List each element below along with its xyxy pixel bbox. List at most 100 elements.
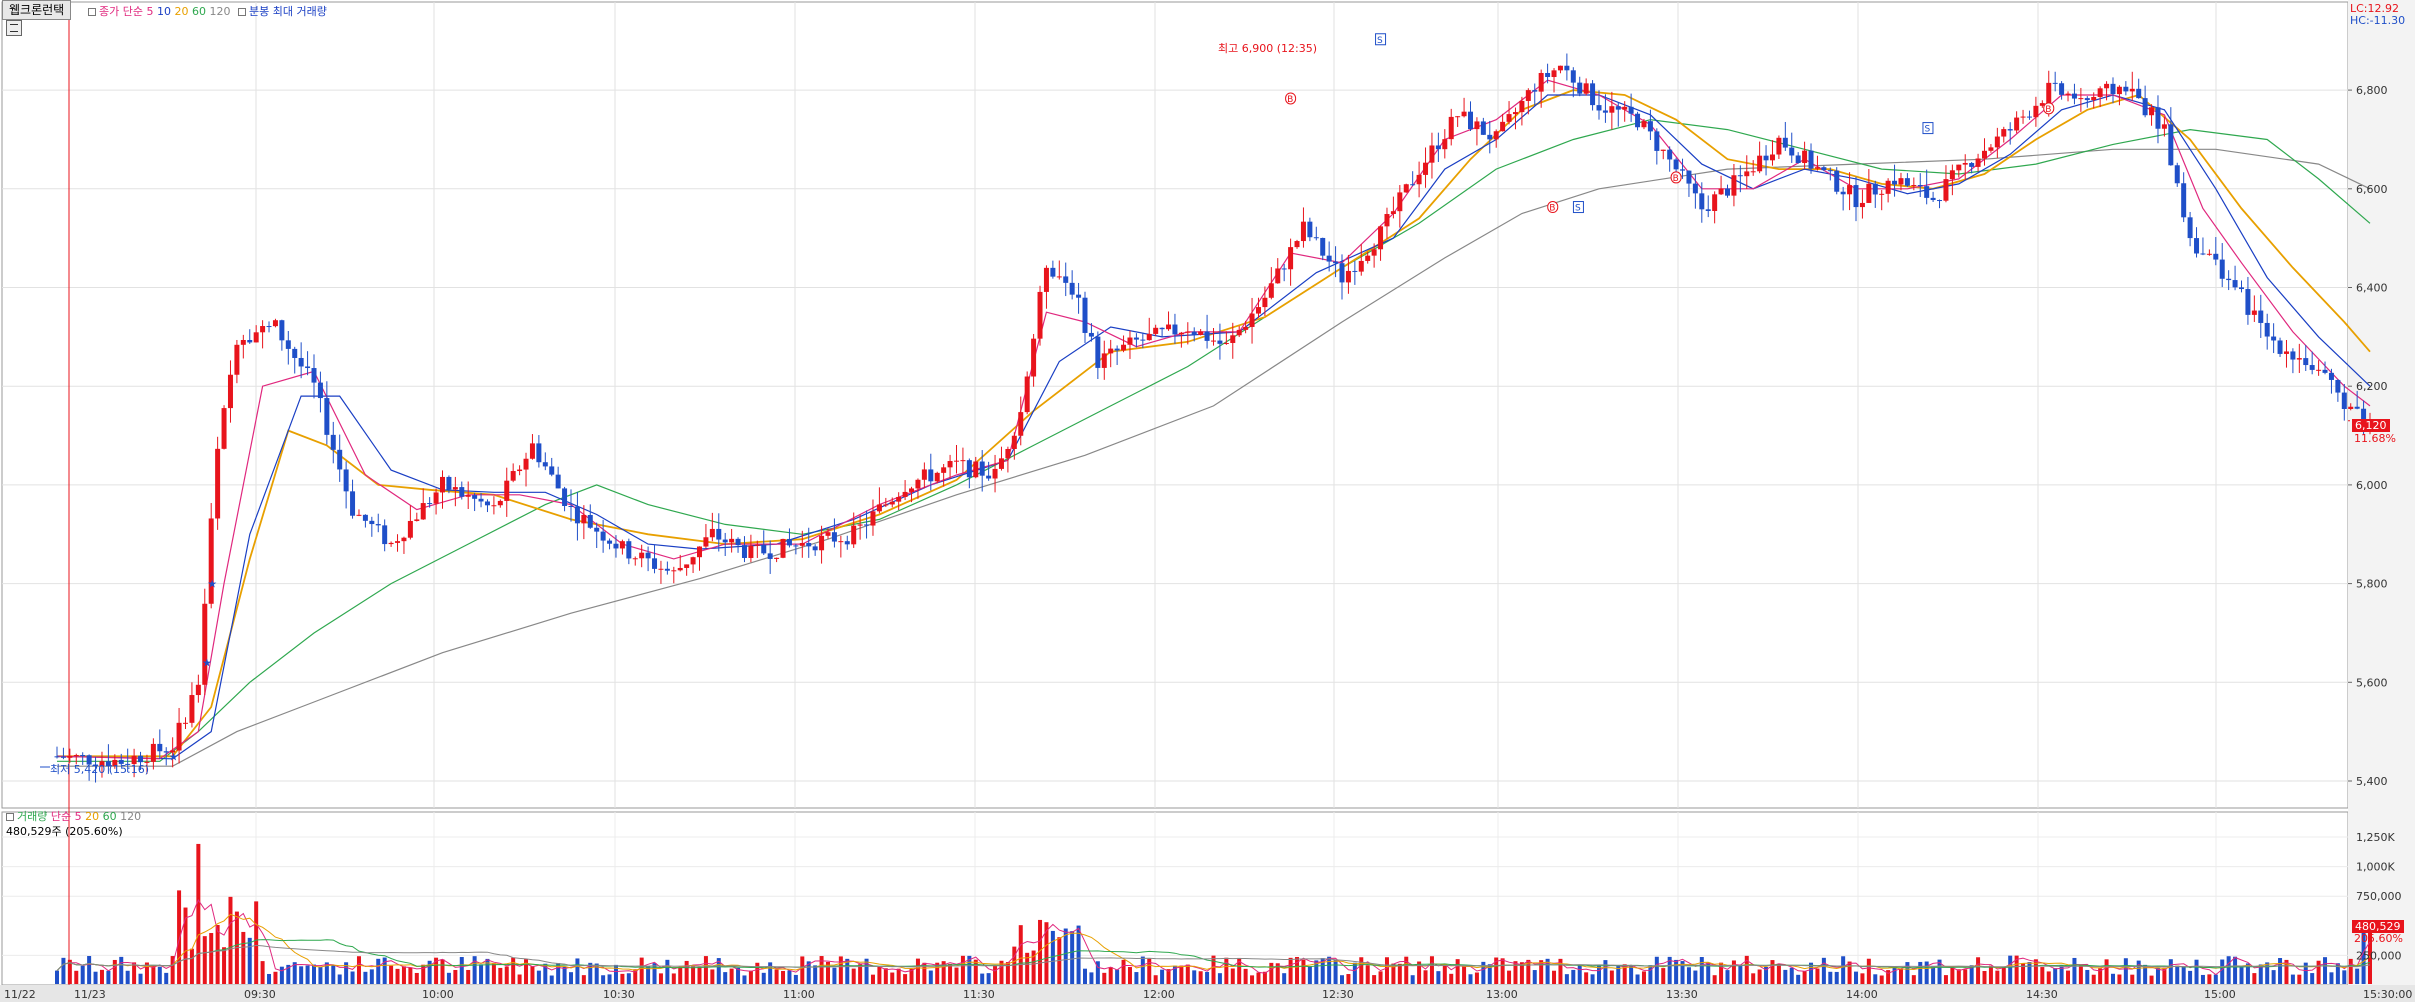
candle-body <box>452 487 458 490</box>
indicator-tab[interactable]: 웹크론런택 <box>2 0 72 20</box>
volume-bar <box>1776 963 1781 984</box>
volume-bar <box>2053 968 2058 984</box>
candle-body <box>979 461 985 476</box>
candle-body <box>1705 209 1711 212</box>
volume-bar <box>2361 928 2366 984</box>
candle-body <box>947 461 953 468</box>
candle-body <box>613 543 619 549</box>
candle-body <box>587 514 593 528</box>
volume-bar <box>1918 961 1923 984</box>
volume-bar <box>2284 959 2289 984</box>
candle-body <box>1712 194 1718 212</box>
volume-bar <box>1038 919 1043 984</box>
candle-body <box>1827 170 1833 172</box>
volume-bar <box>851 968 856 984</box>
candle-body <box>1538 72 1544 92</box>
volume-bar <box>536 970 541 984</box>
candle-body <box>1024 376 1030 413</box>
volume-bar <box>1365 965 1370 984</box>
volume-bar <box>164 972 169 984</box>
volume-bar <box>1988 965 1993 984</box>
volume-bar <box>318 966 323 984</box>
candle-body <box>401 537 407 542</box>
volume-bar <box>427 960 432 984</box>
volume-bar <box>2290 974 2295 984</box>
volume-bar <box>247 937 252 984</box>
volume-bar <box>466 969 471 984</box>
candle-body <box>2123 86 2129 92</box>
candle-body <box>652 558 658 569</box>
candle-body <box>1448 116 1454 140</box>
candle-body <box>2226 278 2232 281</box>
candle-body <box>504 480 510 501</box>
volume-bar <box>1391 963 1396 984</box>
volume-bar <box>1693 970 1698 984</box>
volume-bar <box>1969 965 1974 984</box>
candle-body <box>1525 90 1531 101</box>
signal-label: B <box>1549 204 1555 214</box>
candle-body <box>157 743 163 752</box>
candle-body <box>857 524 863 526</box>
volume-panel-frame <box>1 811 2349 986</box>
volume-bar <box>2303 962 2308 984</box>
volume-bar <box>1211 955 1216 984</box>
volume-bar <box>324 962 329 984</box>
volume-bar <box>658 973 663 984</box>
volume-bar <box>119 956 124 984</box>
volume-bar <box>1667 956 1672 984</box>
candle-body <box>1294 241 1300 248</box>
candle-body <box>2071 93 2077 99</box>
candle-body <box>60 756 66 758</box>
volume-bar <box>2207 974 2212 984</box>
candle-body <box>465 495 471 497</box>
volume-bar <box>1680 961 1685 984</box>
candle-body <box>1956 164 1962 171</box>
candle-body <box>729 538 735 543</box>
candle-body <box>555 474 561 489</box>
volume-bar <box>729 968 734 984</box>
volume-bar <box>1018 925 1023 984</box>
volume-bar <box>1873 974 1878 984</box>
candle-body <box>131 755 137 765</box>
candle-body <box>1769 154 1775 161</box>
volume-bar <box>1854 971 1858 984</box>
gear-icon[interactable] <box>6 20 22 36</box>
volume-bar <box>1340 975 1344 984</box>
volume-bar <box>2233 956 2238 984</box>
candle-body <box>176 722 182 751</box>
candle-body <box>1133 337 1139 340</box>
volume-bar <box>241 931 246 984</box>
candle-body <box>1313 237 1319 239</box>
candle-body <box>1930 197 1936 201</box>
candle-body <box>163 751 169 753</box>
volume-bar <box>395 968 400 984</box>
volume-bar <box>1307 966 1312 984</box>
volume-bar <box>2181 966 2186 984</box>
candle-body <box>2181 183 2187 218</box>
candle-body <box>1243 326 1249 330</box>
candle-body <box>921 469 927 480</box>
volume-bar <box>1070 931 1075 984</box>
candle-body <box>1725 188 1730 196</box>
volume-bar <box>1095 961 1100 984</box>
candle-body <box>382 525 388 545</box>
volume-bar <box>1397 963 1402 984</box>
candle-body <box>529 443 535 459</box>
candle-body <box>1949 170 1955 180</box>
candle-body <box>1326 255 1332 262</box>
candle-body <box>2046 82 2052 104</box>
volume-bar <box>581 975 586 984</box>
volume-bar <box>254 901 259 984</box>
volume-bar <box>1783 969 1788 984</box>
volume-bar <box>2091 974 2096 984</box>
candle-body <box>2264 322 2270 337</box>
candle-body <box>1635 113 1641 128</box>
candle-body <box>150 743 156 762</box>
volume-bar <box>1372 975 1377 984</box>
volume-bar <box>530 966 535 984</box>
candle-body <box>298 357 304 367</box>
volume-bar <box>2220 959 2225 984</box>
candle-body <box>1660 149 1666 151</box>
volume-bar <box>1121 959 1126 984</box>
